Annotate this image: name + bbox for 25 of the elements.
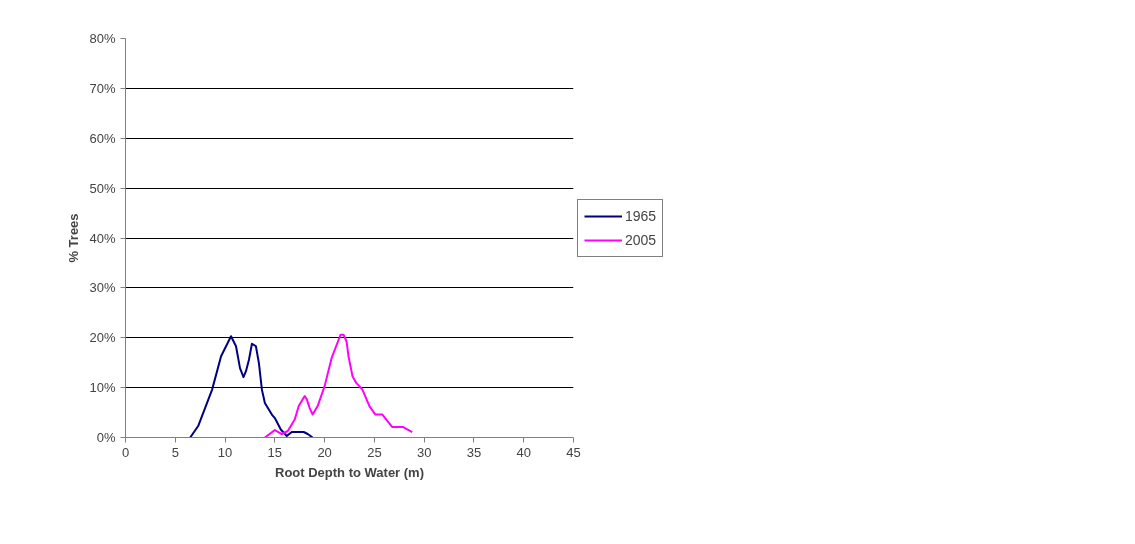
y-tick-label: 80% [89, 31, 116, 46]
x-tick-label: 40 [516, 444, 531, 460]
x-tick-label: 10 [217, 444, 233, 460]
x-tick-label: 35 [466, 444, 482, 460]
y-tick-label: 50% [89, 180, 116, 196]
x-tick-label: 30 [416, 444, 432, 460]
y-tick-label: 60% [89, 130, 116, 146]
x-tick-label: 20 [317, 444, 332, 460]
x-axis-title: Root Depth to Water (m) [275, 464, 424, 480]
x-tick-label: 45 [566, 444, 581, 460]
line-series [189, 335, 314, 438]
legend-label: 1965 [625, 208, 657, 224]
x-tick-label: 15 [267, 444, 283, 460]
x-tick-label: 5 [171, 444, 179, 460]
y-tick-label: 30% [89, 280, 116, 296]
y-tick-label: 10% [89, 380, 116, 396]
x-tick-label: 0 [121, 444, 130, 460]
y-tick-label: 70% [89, 80, 116, 96]
y-tick-label: 20% [89, 330, 116, 346]
y-tick-label: 0% [96, 430, 116, 445]
x-tick-label: 25 [367, 444, 382, 460]
legend-label: 2005 [625, 232, 657, 248]
line-series [263, 333, 414, 438]
y-tick-label: 40% [89, 230, 116, 246]
y-axis-title: % Trees [66, 213, 82, 263]
